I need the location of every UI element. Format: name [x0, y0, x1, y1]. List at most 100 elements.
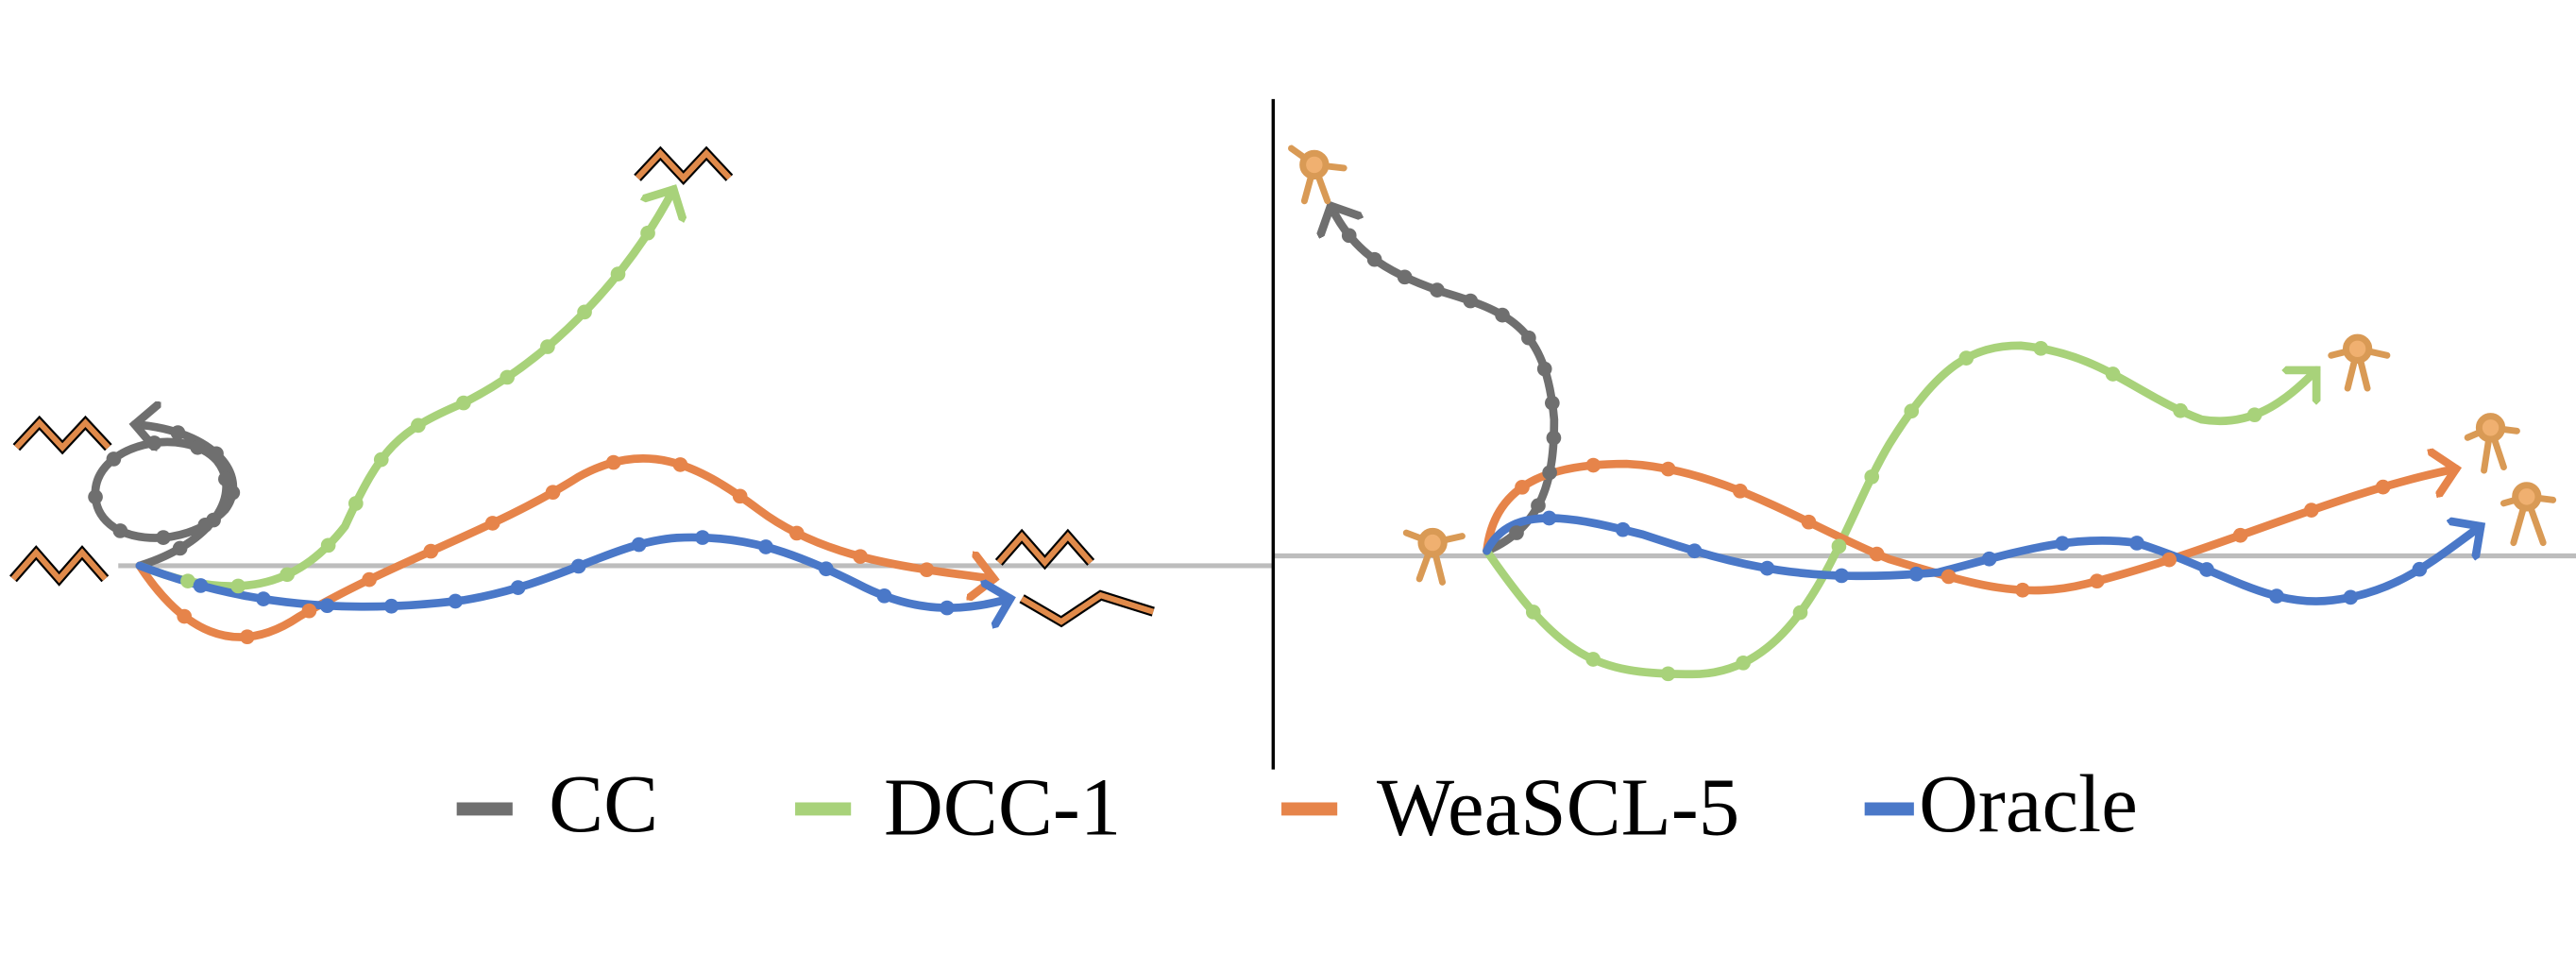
trajectory-weascl: [1483, 464, 2456, 595]
sample-dot: [1660, 461, 1676, 477]
sample-dot: [1515, 479, 1530, 495]
sample-dot: [301, 603, 317, 619]
sample-dot: [146, 435, 162, 451]
sample-dot: [423, 543, 439, 559]
sample-dot: [1546, 430, 1562, 446]
sample-dot: [610, 266, 626, 281]
sample-dot: [1585, 457, 1602, 473]
sample-dot: [88, 489, 103, 504]
sample-dot: [1904, 403, 1920, 419]
sample-dot: [1397, 269, 1413, 285]
sample-dot: [2232, 527, 2248, 543]
sample-dot: [320, 537, 336, 554]
sample-dot: [240, 629, 255, 645]
sample-dot: [2173, 402, 2188, 418]
sample-dot: [383, 598, 399, 614]
sample-dot: [1981, 551, 1997, 567]
sample-dot: [540, 339, 555, 354]
sample-dot: [1536, 361, 1552, 377]
sample-dot: [788, 525, 805, 541]
sample-dot: [209, 446, 224, 462]
sample-dot: [545, 485, 561, 500]
trajectory-weascl: [135, 454, 994, 641]
sample-dot: [411, 417, 426, 434]
sample-dot: [1430, 282, 1445, 298]
sample-dot: [2269, 588, 2284, 604]
sample-dot: [1958, 350, 1974, 366]
sample-dot: [2033, 340, 2049, 356]
sample-dot: [1366, 251, 1382, 267]
sample-dot: [1544, 395, 1560, 411]
sample-dot: [500, 369, 515, 385]
sample-dot: [2055, 536, 2070, 552]
sample-dot: [2246, 407, 2262, 422]
sample-dot: [2015, 582, 2030, 598]
sample-dot: [484, 516, 500, 531]
sample-dot: [919, 562, 935, 578]
sample-dot: [570, 558, 586, 574]
sample-dot: [347, 496, 364, 511]
sample-dot: [177, 608, 193, 624]
trajectory-cc: [1330, 206, 1559, 555]
sample-dot: [2161, 552, 2178, 568]
sample-dot: [577, 304, 592, 320]
legend-label: WeaSCL-5: [1377, 760, 1739, 852]
sample-dot: [1759, 560, 1775, 576]
sample-dot: [1585, 652, 1601, 667]
sample-dot: [819, 561, 834, 577]
sample-dot: [510, 580, 526, 595]
sample-dot: [2089, 573, 2105, 589]
sample-dot: [1834, 568, 1850, 584]
sample-dot: [1341, 228, 1357, 244]
sample-dot: [280, 567, 295, 583]
sample-dot: [1736, 655, 1751, 671]
sample-dot: [1686, 543, 1703, 559]
right-panel: [1288, 145, 2557, 682]
legend-swatch: [795, 802, 852, 816]
sample-dot: [373, 451, 389, 468]
sample-dot: [940, 600, 955, 616]
sample-dot: [695, 530, 710, 545]
legend-swatch: [456, 802, 513, 816]
sample-dot: [1801, 514, 1817, 530]
legend: CC DCC-1 WeaSCL-5 Oracle: [456, 758, 2138, 852]
sample-dot: [1940, 569, 1957, 585]
sample-dot: [631, 537, 647, 553]
sample-dot: [362, 571, 377, 588]
sample-dot: [1908, 566, 1924, 582]
sample-dot: [319, 598, 335, 614]
sample-dot: [1521, 330, 1536, 346]
sample-dot: [106, 451, 122, 467]
sample-dot: [218, 471, 233, 486]
left-panel: [8, 145, 1155, 645]
sample-dot: [1831, 538, 1847, 554]
sample-dot: [1792, 605, 1808, 621]
legend-label: CC: [549, 758, 658, 849]
sample-dot: [1495, 307, 1510, 323]
sample-dot: [605, 454, 621, 470]
sample-dot: [456, 395, 471, 411]
sample-dot: [640, 225, 655, 241]
sample-dot: [2343, 589, 2359, 605]
sample-dot: [170, 425, 186, 440]
sample-dot: [2105, 366, 2121, 382]
sample-dot: [876, 588, 892, 604]
sample-dot: [1541, 510, 1557, 526]
sample-dot: [193, 578, 209, 593]
sample-dot: [1615, 521, 1631, 537]
sample-dot: [2412, 561, 2428, 577]
sample-dot: [180, 573, 195, 588]
worm-icons: [8, 145, 1155, 628]
sample-dot: [1864, 468, 1880, 485]
sample-dot: [172, 540, 188, 556]
trajectory-dcc: [135, 190, 673, 590]
trajectory-dcc: [1483, 341, 2317, 679]
sample-dot: [1732, 483, 1748, 499]
sample-dot: [2129, 536, 2144, 551]
sample-dot: [1531, 498, 1546, 514]
legend-swatch: [1281, 802, 1338, 816]
sample-dot: [758, 539, 773, 554]
sample-dot: [112, 523, 128, 538]
